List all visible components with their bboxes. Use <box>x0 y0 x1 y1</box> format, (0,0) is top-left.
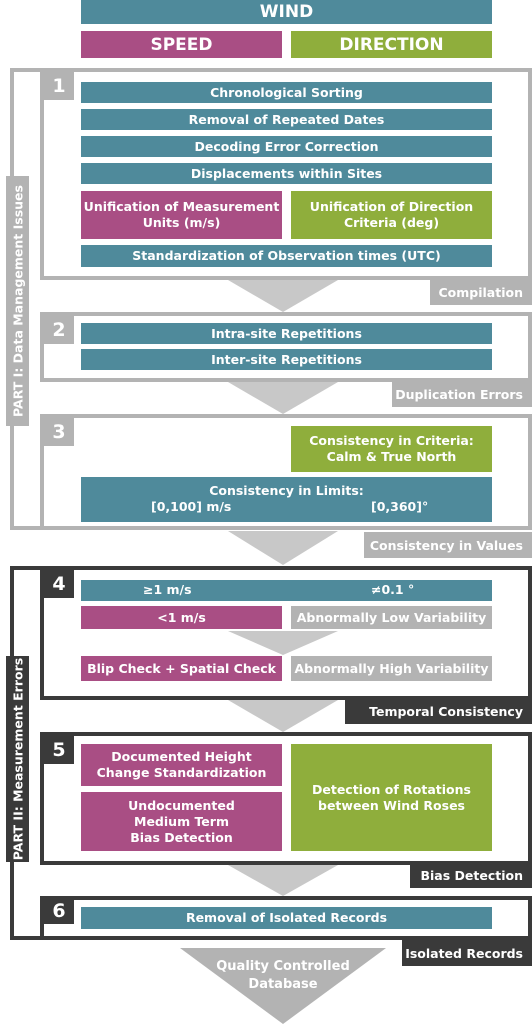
rotations-line1: Detection of Rotations <box>311 781 471 797</box>
part2-label: PART II: Measurement Errors <box>10 657 25 861</box>
chronological-sorting: Chronological Sorting <box>81 82 492 103</box>
consistency-criteria: Consistency in Criteria: Calm & True Nor… <box>291 426 492 472</box>
final-line1: Quality Controlled <box>216 959 350 974</box>
removal-isolated-records: Removal of Isolated Records <box>81 907 492 929</box>
abnormally-high-variability: Abnormally High Variability <box>291 656 492 681</box>
speed-lt1: <1 m/s <box>81 606 282 629</box>
displacements-within-sites: Displacements within Sites <box>81 163 492 184</box>
temporal-consistency-label: Temporal Consistency <box>345 698 532 724</box>
final-database: Quality Controlled Database <box>180 958 386 994</box>
unification-units-line1: Unification of Measurement <box>83 199 280 214</box>
step2-arrow <box>228 382 338 414</box>
unification-direction: Unification of Direction Criteria (deg) <box>291 191 492 239</box>
step1-arrow <box>228 280 338 312</box>
wind-header: WIND <box>81 0 492 24</box>
isolated-records-label: Isolated Records <box>402 940 532 966</box>
consistency-criteria-line2: Calm & True North <box>326 449 457 464</box>
documented-line1: Documented Height <box>111 749 252 764</box>
limits-direction: [0,360]° <box>371 499 429 514</box>
compilation-label: Compilation <box>430 279 532 305</box>
speed-header: SPEED <box>81 31 282 58</box>
undocumented-line1: Undocumented <box>128 797 235 813</box>
undocumented-line2: Medium Term <box>134 813 229 829</box>
duplication-errors-label: Duplication Errors <box>392 381 532 407</box>
step5-number: 5 <box>44 736 74 764</box>
consistency-limits-title: Consistency in Limits: <box>209 483 364 498</box>
intra-site-repetitions: Intra-site Repetitions <box>81 323 492 344</box>
part1-label: PART I: Data Management Issues <box>10 185 25 417</box>
consistency-values-label: Consistency in Values <box>364 532 532 558</box>
unification-units: Unification of Measurement Units (m/s) <box>81 191 282 239</box>
step3-arrow <box>228 531 338 565</box>
step6-number: 6 <box>44 898 74 924</box>
limits-speed: [0,100] m/s <box>151 499 232 514</box>
step4-inner-arrow <box>228 631 338 655</box>
speed-ge1: ≥1 m/s <box>143 582 192 597</box>
abnormally-low-variability: Abnormally Low Variability <box>291 606 492 629</box>
blip-spatial-check: Blip Check + Spatial Check <box>81 656 282 681</box>
unification-units-line2: Units (m/s) <box>142 215 221 230</box>
unification-direction-line1: Unification of Direction <box>309 199 474 214</box>
step4-arrow <box>228 700 338 732</box>
unification-direction-line2: Criteria (deg) <box>343 215 440 230</box>
final-arrow <box>180 948 386 1024</box>
detection-rotations: Detection of Rotations between Wind Rose… <box>291 744 492 851</box>
rotations-line2: between Wind Roses <box>318 797 465 813</box>
step5-arrow <box>228 865 338 896</box>
undocumented-line3: Bias Detection <box>130 829 233 845</box>
final-line2: Database <box>248 977 318 992</box>
part2-label-bg <box>6 656 29 862</box>
decoding-error-correction: Decoding Error Correction <box>81 136 492 157</box>
step4-number: 4 <box>44 570 74 598</box>
part1-label-bg <box>6 176 29 426</box>
consistency-limits: Consistency in Limits: [0,100] m/s [0,36… <box>81 477 492 522</box>
removal-repeated-dates: Removal of Repeated Dates <box>81 109 492 130</box>
direction-ne01: ≠0.1 ° <box>371 582 415 597</box>
consistency-criteria-line1: Consistency in Criteria: <box>309 433 474 448</box>
documented-height-change: Documented Height Change Standardization <box>81 744 282 786</box>
step1-number: 1 <box>44 72 74 100</box>
undocumented-bias-detection: Undocumented Medium Term Bias Detection <box>81 792 282 851</box>
standardization-observation-times: Standardization of Observation times (UT… <box>81 245 492 267</box>
threshold-bar: ≥1 m/s ≠0.1 ° <box>81 580 492 601</box>
step3-number: 3 <box>44 418 74 446</box>
direction-header: DIRECTION <box>291 31 492 58</box>
step2-number: 2 <box>44 316 74 344</box>
inter-site-repetitions: Inter-site Repetitions <box>81 349 492 370</box>
documented-line2: Change Standardization <box>96 765 267 780</box>
bias-detection-label: Bias Detection <box>410 862 532 888</box>
